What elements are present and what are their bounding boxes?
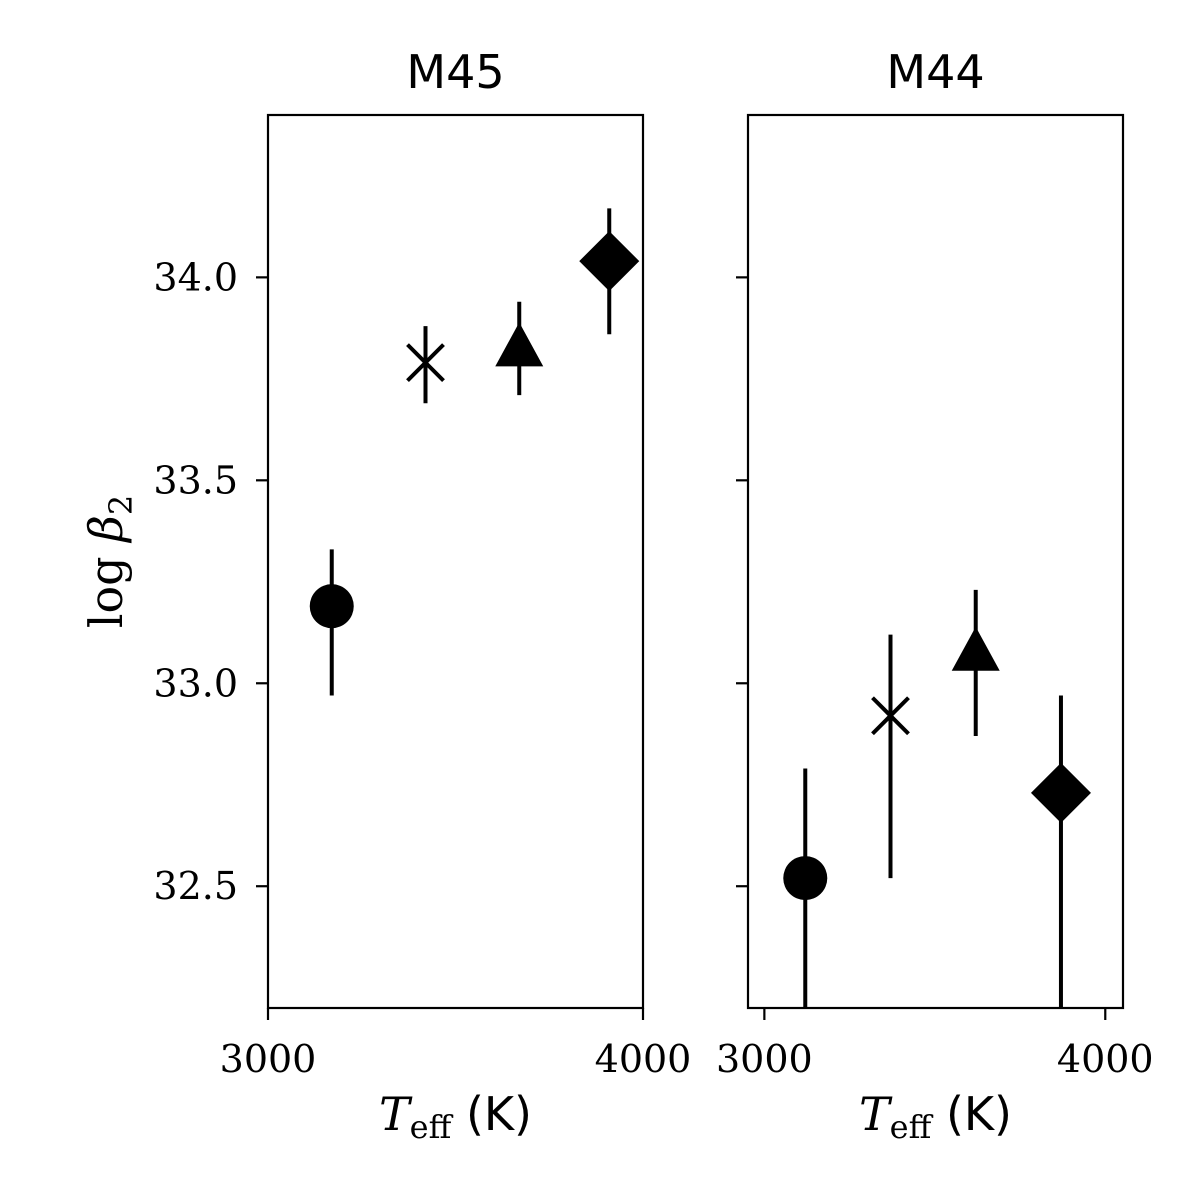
circle-marker	[783, 856, 828, 901]
panel-title: M44	[886, 45, 984, 99]
x-tick-label: 4000	[595, 1037, 692, 1081]
data-points	[309, 208, 640, 696]
panel-title: M45	[406, 45, 504, 99]
y-tick-label: 33.0	[153, 661, 238, 705]
y-tick-label: 32.5	[153, 864, 238, 908]
x-marker	[871, 696, 910, 736]
x-axis-label: Teff (K)	[859, 1087, 1012, 1146]
x-marker	[406, 343, 445, 383]
x-tick-label: 3000	[220, 1037, 317, 1081]
panel-m44: M44 3000 4000 Teff (K)	[716, 45, 1154, 1146]
panel-m45: M45 32.5 33.0 33.5 34.0 3000 4000 Teff (K) log β…	[79, 45, 691, 1146]
y-tick-label: 34.0	[153, 255, 238, 299]
y-tick-label: 33.5	[153, 458, 238, 502]
x-tick-label: 4000	[1057, 1037, 1154, 1081]
circle-marker	[309, 584, 354, 629]
y-axis-label: log β2	[79, 495, 140, 628]
triangle-marker	[951, 626, 1000, 671]
diamond-marker	[579, 231, 640, 292]
diamond-marker	[1030, 762, 1091, 823]
x-axis-label: Teff (K)	[379, 1087, 532, 1146]
plot-frame	[746, 113, 1125, 1010]
plot-frame	[266, 113, 645, 1010]
data-points	[783, 589, 1091, 1008]
triangle-marker	[495, 322, 544, 367]
x-tick-label: 3000	[716, 1037, 813, 1081]
